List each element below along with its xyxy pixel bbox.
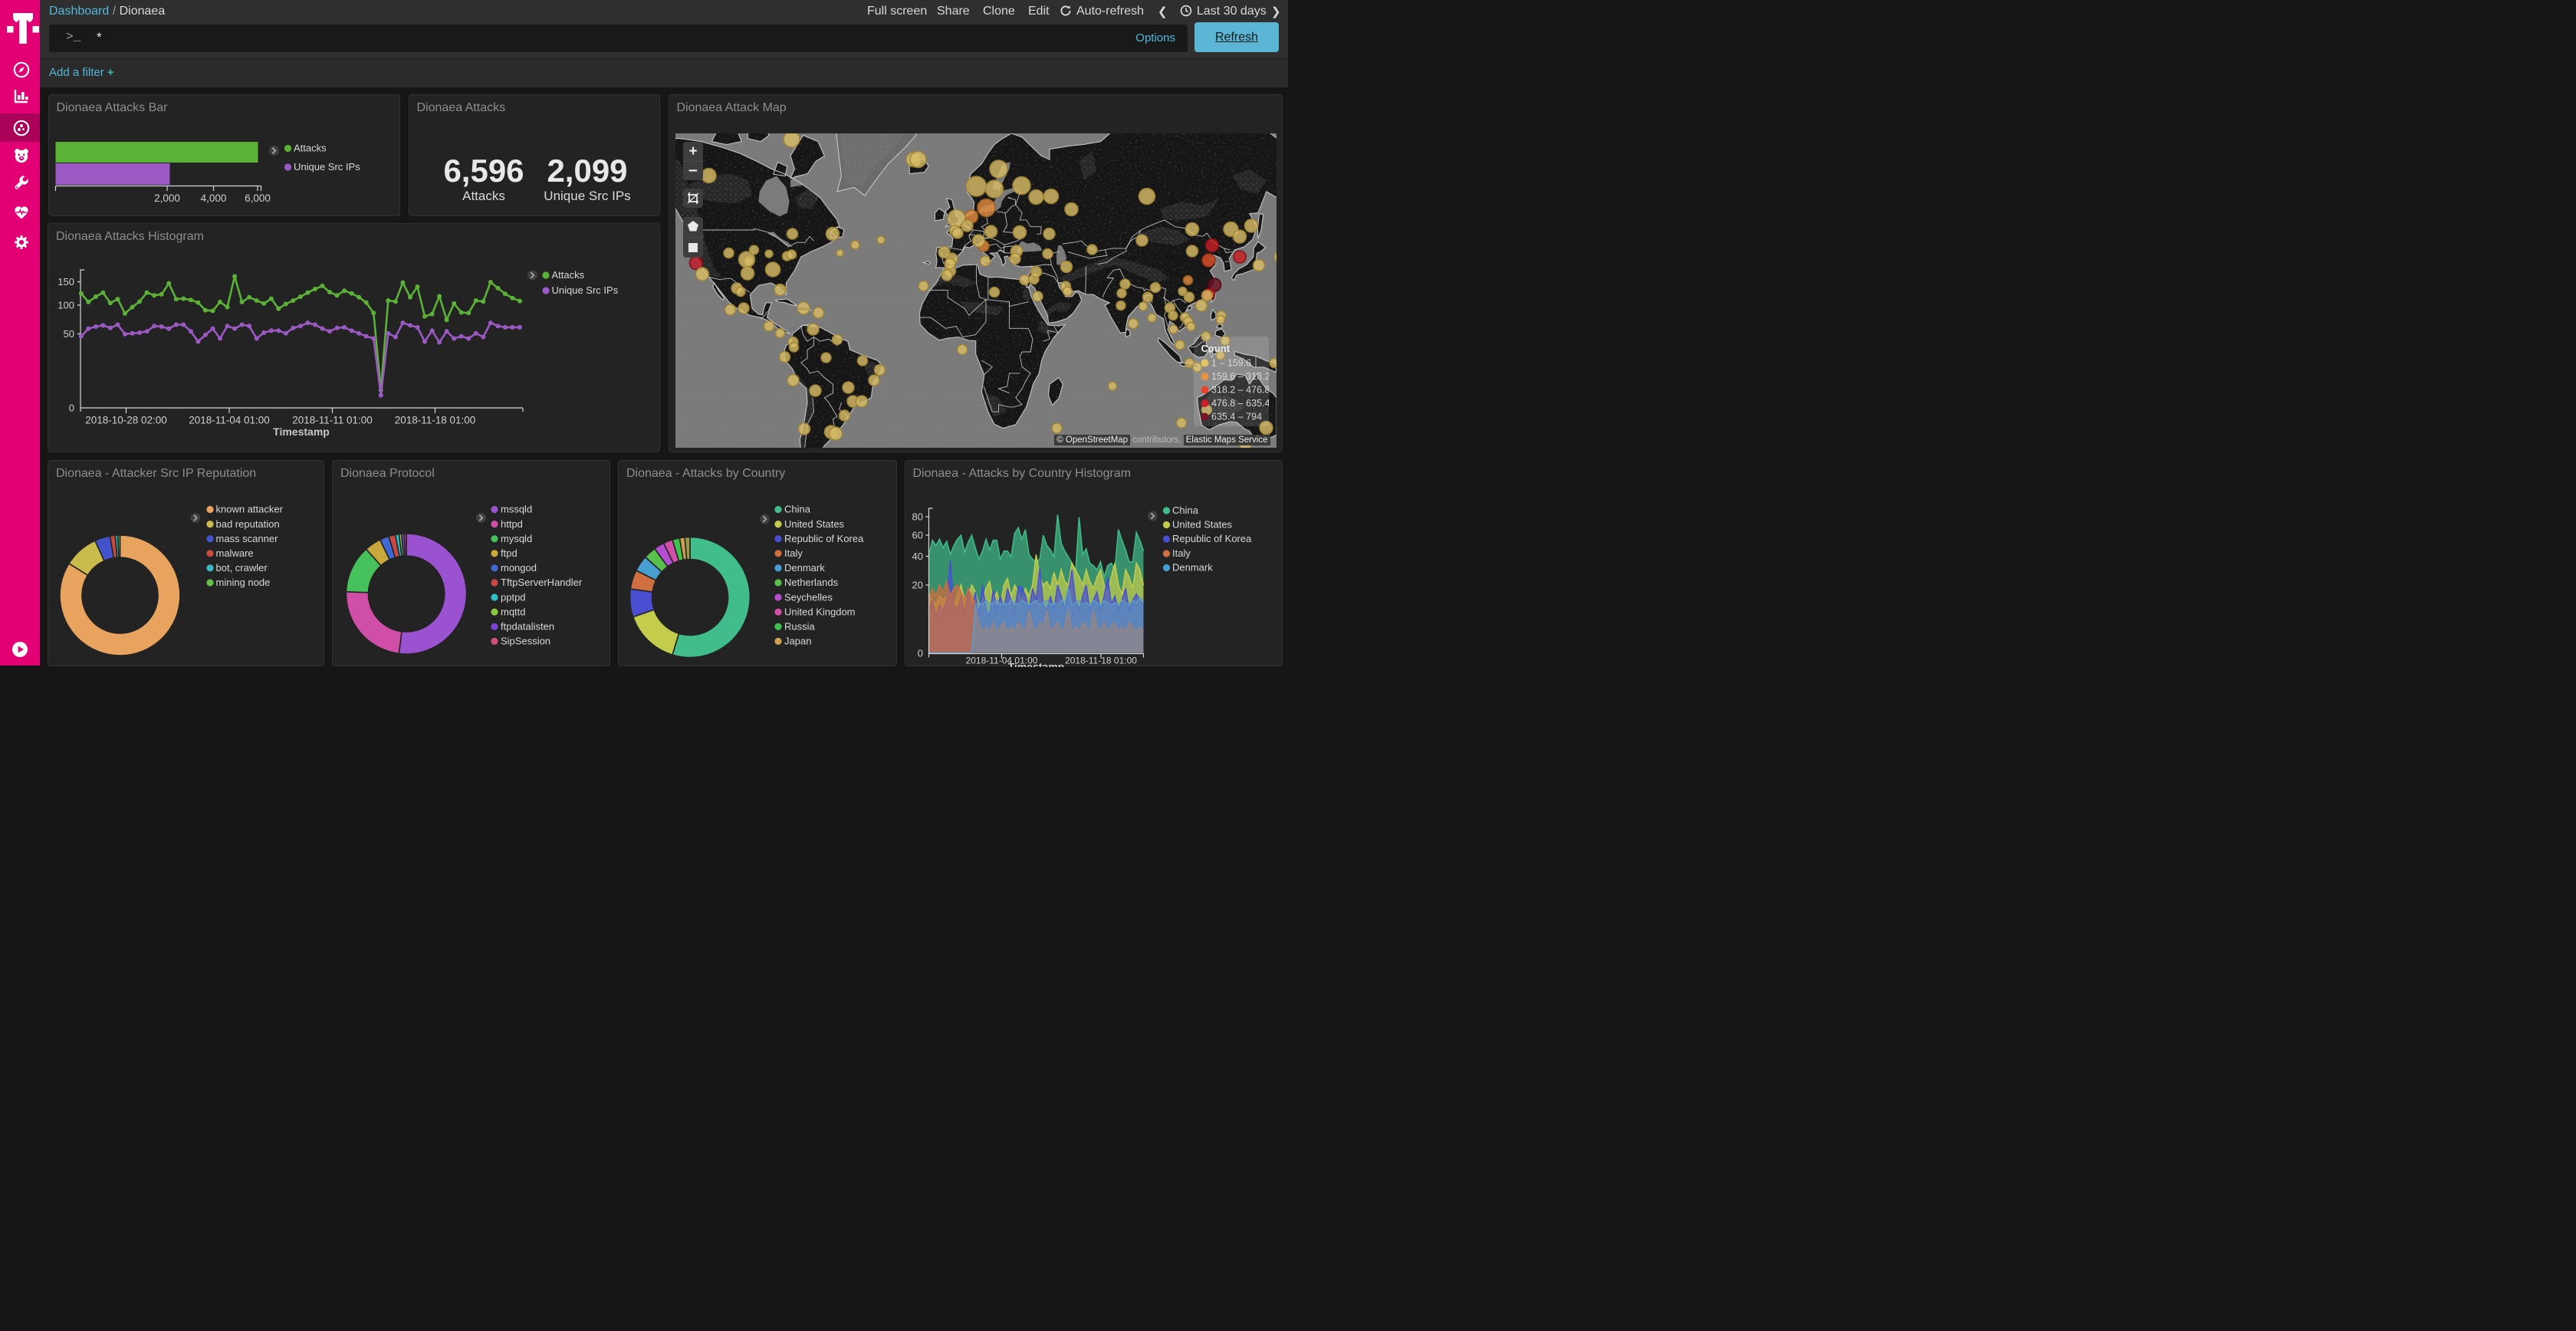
svg-text:United States: United States: [784, 518, 845, 529]
svg-text:China: China: [784, 503, 811, 514]
svg-text:Seychelles: Seychelles: [784, 591, 833, 603]
svg-text:Attacks: Attacks: [552, 269, 585, 281]
svg-text:50: 50: [64, 328, 74, 340]
svg-text:pptpd: pptpd: [501, 591, 526, 603]
svg-text:Timestamp: Timestamp: [1007, 660, 1064, 667]
svg-text:httpd: httpd: [501, 518, 523, 529]
svg-text:318.2 – 476.8: 318.2 – 476.8: [1211, 384, 1269, 395]
svg-text:Republic of Korea: Republic of Korea: [1172, 533, 1252, 544]
svg-text:Netherlands: Netherlands: [784, 577, 839, 588]
svg-text:2,000: 2,000: [154, 192, 180, 204]
svg-text:bad reputation: bad reputation: [216, 518, 280, 529]
svg-text:2018-11-18 01:00: 2018-11-18 01:00: [395, 414, 476, 426]
svg-text:mqttd: mqttd: [501, 606, 526, 617]
svg-text:Denmark: Denmark: [1172, 561, 1213, 573]
svg-text:1 – 159.6: 1 – 159.6: [1211, 357, 1251, 368]
svg-text:mongod: mongod: [501, 562, 537, 573]
svg-text:Japan: Japan: [784, 635, 811, 646]
svg-text:0: 0: [917, 647, 922, 659]
svg-text:mysqld: mysqld: [501, 532, 532, 544]
svg-text:United Kingdom: United Kingdom: [784, 606, 856, 617]
svg-text:Unique Src IPs: Unique Src IPs: [552, 284, 619, 296]
svg-text:40: 40: [912, 550, 922, 562]
svg-text:Unique Src IPs: Unique Src IPs: [294, 161, 360, 173]
svg-text:ftpd: ftpd: [501, 547, 518, 559]
svg-text:Italy: Italy: [784, 547, 803, 559]
svg-text:Timestamp: Timestamp: [273, 426, 330, 438]
svg-text:476.8 – 635.4: 476.8 – 635.4: [1211, 398, 1269, 409]
svg-text:2018-11-04 01:00: 2018-11-04 01:00: [189, 414, 270, 426]
svg-text:Italy: Italy: [1172, 547, 1191, 559]
svg-text:Russia: Russia: [784, 620, 816, 632]
svg-text:SipSession: SipSession: [501, 635, 550, 646]
svg-text:United States: United States: [1172, 518, 1233, 530]
svg-text:60: 60: [912, 529, 922, 541]
svg-text:150: 150: [58, 276, 74, 288]
svg-text:known attacker: known attacker: [216, 503, 284, 514]
svg-text:80: 80: [912, 511, 922, 522]
svg-text:20: 20: [912, 579, 922, 590]
svg-text:159.6 – 318.2: 159.6 – 318.2: [1211, 371, 1269, 382]
svg-text:bot, crawler: bot, crawler: [216, 562, 268, 573]
svg-text:mssqld: mssqld: [501, 503, 532, 514]
svg-text:2018-10-28 02:00: 2018-10-28 02:00: [85, 414, 167, 426]
svg-text:6,000: 6,000: [245, 192, 271, 204]
svg-text:Attacks: Attacks: [294, 142, 327, 153]
svg-text:100: 100: [58, 299, 74, 311]
svg-text:2018-11-11 01:00: 2018-11-11 01:00: [292, 414, 373, 426]
svg-text:mining node: mining node: [216, 577, 271, 588]
svg-text:2018-11-04 01:00: 2018-11-04 01:00: [965, 655, 1037, 666]
svg-text:4,000: 4,000: [200, 192, 226, 204]
svg-text:ftpdatalisten: ftpdatalisten: [501, 620, 554, 632]
svg-text:mass scanner: mass scanner: [216, 532, 279, 544]
svg-text:malware: malware: [216, 547, 254, 559]
svg-text:635.4 – 794: 635.4 – 794: [1211, 411, 1262, 422]
svg-text:TftpServerHandler: TftpServerHandler: [501, 577, 583, 588]
svg-text:0: 0: [69, 402, 74, 413]
svg-text:China: China: [1172, 504, 1199, 516]
svg-text:Republic of Korea: Republic of Korea: [784, 532, 864, 544]
svg-text:Denmark: Denmark: [784, 562, 825, 573]
svg-text:2018-11-18 01:00: 2018-11-18 01:00: [1065, 655, 1137, 666]
